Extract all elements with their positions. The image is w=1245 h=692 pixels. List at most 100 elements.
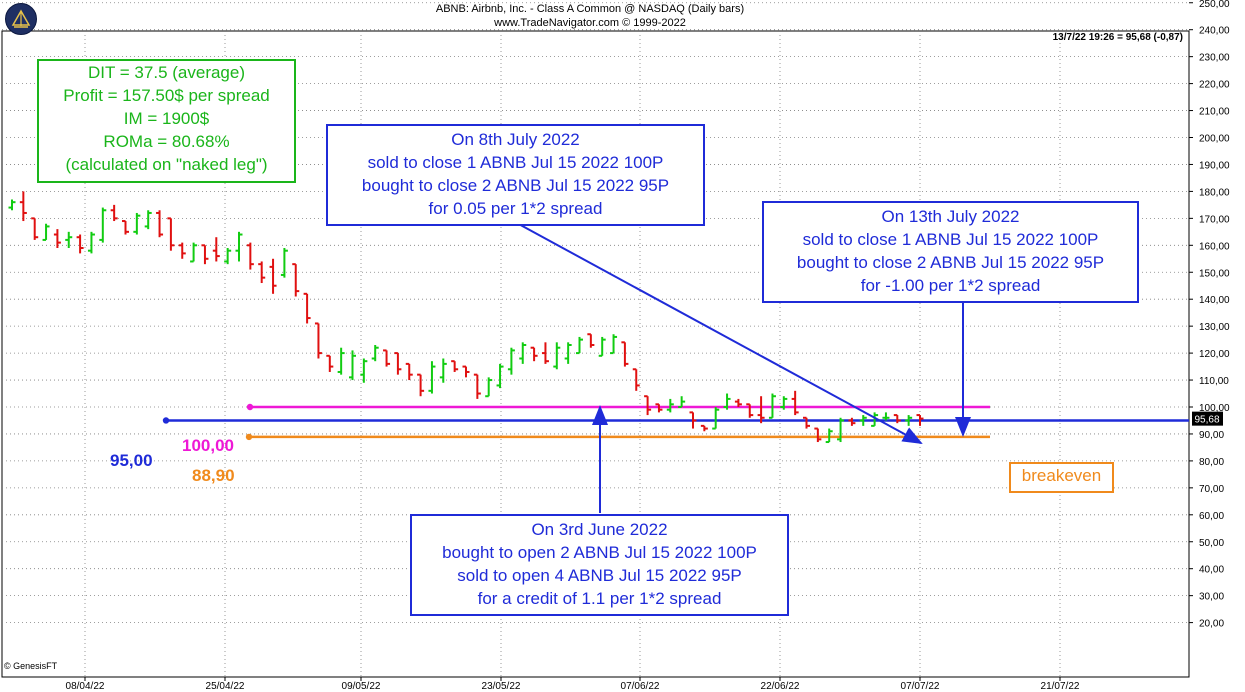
ohlc-bar: [451, 360, 459, 372]
y-tick-label: 210,00: [1199, 107, 1230, 118]
note-close-8-july: On 8th July 2022 sold to close 1 ABNB Ju…: [326, 124, 705, 226]
note-line: bought to close 2 ABNB Jul 15 2022 95P: [796, 253, 1105, 272]
ohlc-bar: [791, 390, 799, 416]
ohlc-bar: [837, 417, 845, 443]
ohlc-bar: [746, 403, 754, 418]
ohlc-bar: [360, 358, 368, 383]
ohlc-bar: [8, 199, 16, 211]
y-tick-label: 220,00: [1199, 80, 1230, 91]
note-line: sold to close 1 ABNB Jul 15 2022 100P: [802, 230, 1099, 249]
x-tick-label: 07/07/22: [901, 681, 940, 692]
last-price-marker: [1192, 411, 1223, 426]
y-tick-label: 50,00: [1199, 538, 1224, 549]
ohlc-bar: [53, 229, 61, 248]
y-tick-label: 180,00: [1199, 187, 1230, 198]
ohlc-bar: [473, 373, 481, 399]
ohlc-bar: [87, 231, 95, 254]
ohlc-bar: [326, 354, 334, 372]
ohlc-bar: [507, 347, 515, 375]
note-line: bought to open 2 ABNB Jul 15 2022 100P: [442, 543, 757, 562]
ohlc-bar: [576, 336, 583, 355]
ohlc-bar: [610, 334, 618, 355]
ohlc-bar: [712, 407, 720, 430]
y-tick-label: 60,00: [1199, 511, 1224, 522]
y-tick-label: 20,00: [1199, 619, 1224, 630]
note-line: for 0.05 per 1*2 spread: [428, 199, 603, 218]
ohlc-bar: [757, 396, 765, 424]
ohlc-bar: [485, 377, 493, 398]
ohlc-bar: [780, 396, 788, 410]
ohlc-bar: [303, 292, 311, 324]
ohlc-bar: [280, 247, 288, 278]
ohlc-bar: [598, 336, 606, 357]
stats-box: DIT = 37.5 (average) Profit = 157.50$ pe…: [37, 59, 296, 183]
stats-line: Profit = 157.50$ per spread: [63, 86, 270, 105]
ohlc-bar: [734, 398, 742, 407]
tradenavigator-logo-icon: [5, 3, 37, 35]
plot-frame: [1, 30, 1190, 678]
ohlc-bar: [156, 210, 164, 238]
ohlc-bar: [871, 412, 879, 427]
ohlc-bar: [893, 414, 901, 424]
y-tick-label: 30,00: [1199, 592, 1224, 603]
y-tick-label: 140,00: [1199, 295, 1230, 306]
ohlc-bar: [428, 361, 436, 394]
stats-line: DIT = 37.5 (average): [87, 63, 246, 82]
arrow-close-8-july: [514, 221, 923, 444]
ohlc-bar: [462, 365, 470, 378]
ohlc-bar: [678, 396, 686, 408]
ohlc-bar: [144, 210, 152, 230]
note-open-3-june: On 3rd June 2022 bought to open 2 ABNB J…: [410, 514, 789, 616]
ohlc-bar: [882, 412, 890, 421]
stats-line: ROMa = 80.68%: [103, 132, 230, 151]
chart-title: ABNB: Airbnb, Inc. - Class A Common @ NA…: [435, 3, 745, 15]
x-tick-label: 08/04/22: [66, 681, 105, 692]
note-line: sold to close 1 ABNB Jul 15 2022 100P: [367, 153, 664, 172]
ohlc-bar: [201, 244, 209, 265]
y-tick-label: 190,00: [1199, 160, 1230, 171]
y-tick-label: 150,00: [1199, 268, 1230, 279]
ohlc-bar: [110, 204, 118, 222]
level-label-88-90: 88,90: [192, 466, 235, 485]
note-line: for -1.00 per 1*2 spread: [860, 276, 1041, 295]
note-line: for a credit of 1.1 per 1*2 spread: [477, 589, 722, 608]
note-line: On 8th July 2022: [451, 130, 580, 149]
x-tick-label: 09/05/22: [342, 681, 381, 692]
ohlc-bar: [916, 414, 924, 426]
y-tick-label: 230,00: [1199, 53, 1230, 64]
y-tick-label: 200,00: [1199, 134, 1230, 145]
level-label-100: 100,00: [182, 436, 234, 455]
y-tick-label: 70,00: [1199, 484, 1224, 495]
note-line: On 13th July 2022: [881, 207, 1020, 226]
ohlc-bar: [371, 345, 379, 362]
y-tick-label: 120,00: [1199, 349, 1230, 360]
ohlc-bar: [314, 322, 322, 359]
last-price-label: 95,68: [1194, 415, 1219, 426]
ohlc-bar: [655, 403, 663, 413]
ohlc-bar: [99, 207, 107, 243]
ohlc-bar: [541, 342, 549, 364]
x-tick-label: 23/05/22: [482, 681, 521, 692]
ohlc-bar: [76, 234, 84, 254]
ohlc-bar: [803, 416, 810, 429]
ohlc-bar: [439, 358, 447, 383]
ohlc-bar: [848, 417, 856, 426]
level-line-95-dot: [162, 417, 170, 424]
ohlc-bar: [42, 223, 50, 241]
note-line: On 3rd June 2022: [531, 520, 668, 539]
level-line-100-dot: [246, 403, 254, 411]
x-tick-label: 22/06/22: [761, 681, 800, 692]
ohlc-bar: [905, 415, 913, 426]
ohlc-bar: [383, 349, 391, 367]
ohlc-bar: [178, 242, 186, 259]
y-tick-label: 160,00: [1199, 241, 1230, 252]
ohlc-bar: [519, 342, 527, 364]
ohlc-bar: [825, 428, 833, 444]
level-label-95: 95,00: [110, 451, 153, 470]
x-tick-label: 25/04/22: [206, 681, 245, 692]
ohlc-bar: [814, 427, 822, 443]
x-tick-label: 07/06/22: [621, 681, 660, 692]
ohlc-bar: [621, 341, 629, 367]
y-tick-label: 240,00: [1199, 26, 1230, 37]
note-close-13-july: On 13th July 2022 sold to close 1 ABNB J…: [762, 201, 1139, 303]
